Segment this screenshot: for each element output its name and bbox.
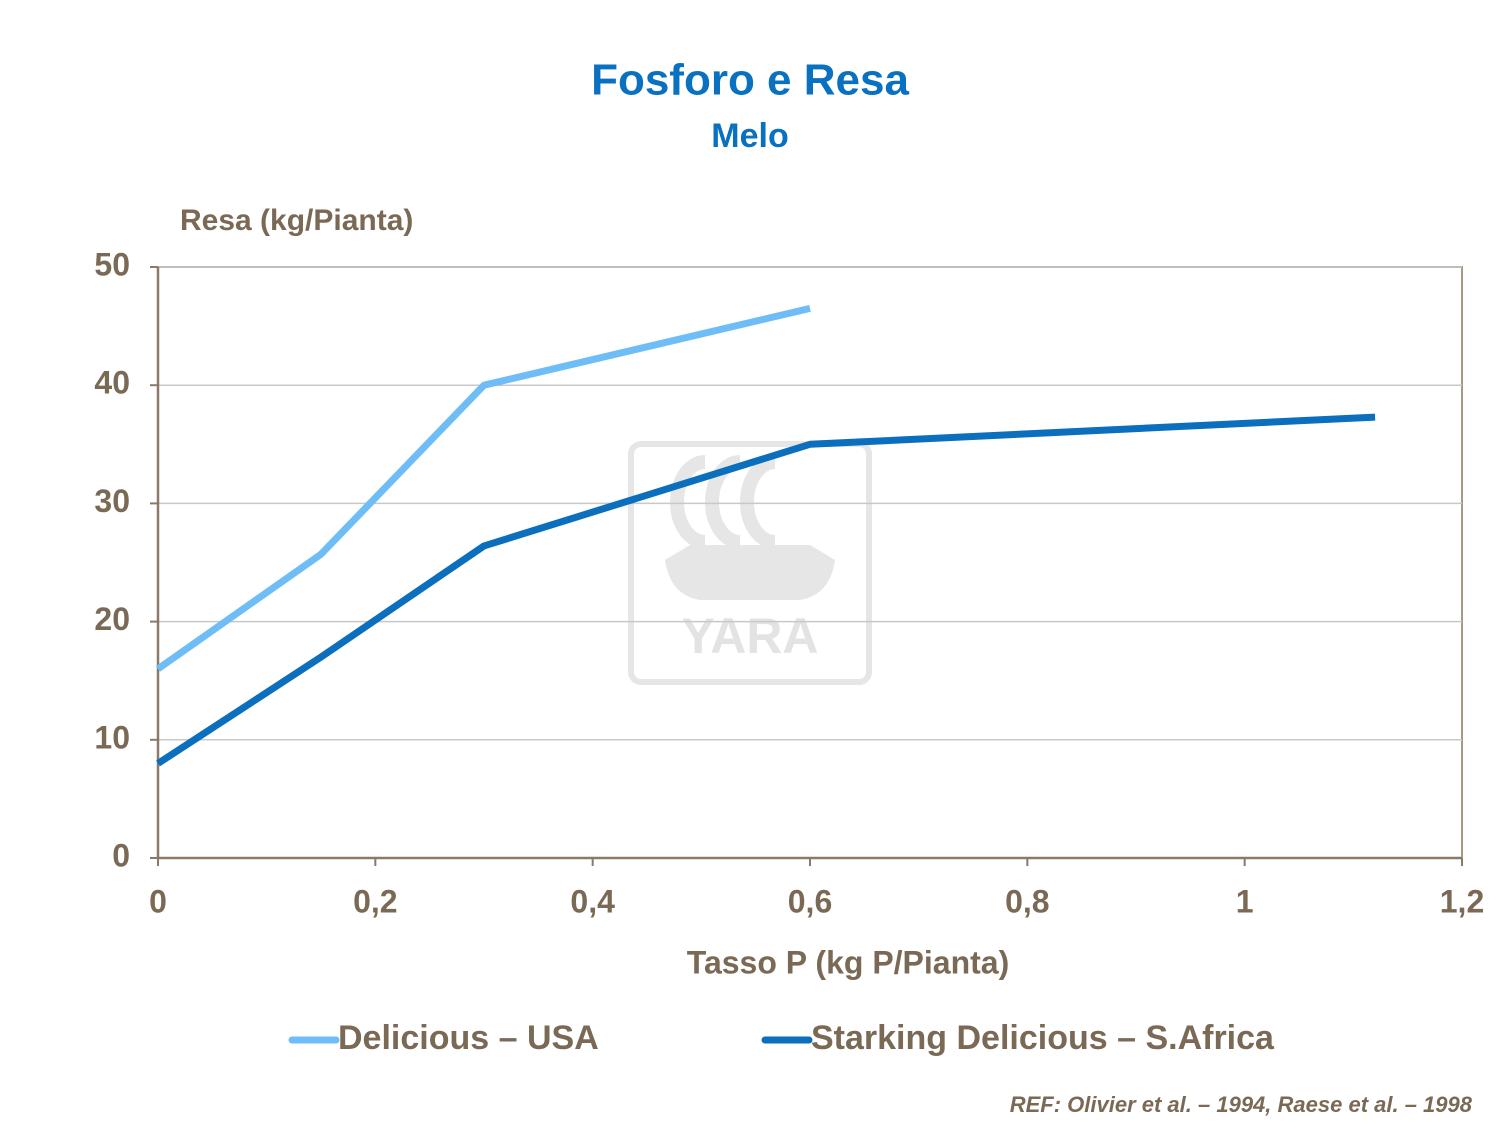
y-tick-label: 0: [112, 837, 130, 873]
y-tick-label: 20: [94, 601, 130, 637]
y-tick-label: 10: [94, 719, 130, 755]
footnote: REF: Olivier et al. – 1994, Raese et al.…: [1010, 1092, 1473, 1117]
x-tick-label: 0: [149, 883, 167, 919]
x-tick-label: 1: [1236, 883, 1254, 919]
series-line: [155, 304, 811, 672]
watermark-logo: [628, 441, 872, 685]
x-tick-label: 0,6: [788, 883, 832, 919]
chart-title: Fosforo e Resa: [591, 56, 909, 105]
series-line: [156, 413, 1376, 767]
y-tick-label: 40: [94, 365, 130, 401]
watermark-text: YARA: [681, 608, 818, 664]
y-tick-label: 50: [94, 246, 130, 282]
x-axis-label: Tasso P (kg P/Pianta): [687, 944, 1009, 980]
y-tick-label: 30: [94, 483, 130, 519]
chart-subtitle: Melo: [711, 117, 788, 155]
y-axis-label: Resa (kg/Pianta): [180, 204, 413, 237]
x-tick-label: 0,4: [570, 883, 615, 919]
legend-label: Starking Delicious – S.Africa: [811, 1019, 1275, 1057]
x-tick-label: 0,8: [1005, 883, 1049, 919]
x-tick-label: 1,2: [1440, 883, 1484, 919]
x-tick-label: 0,2: [353, 883, 397, 919]
legend-label: Delicious – USA: [338, 1019, 599, 1057]
